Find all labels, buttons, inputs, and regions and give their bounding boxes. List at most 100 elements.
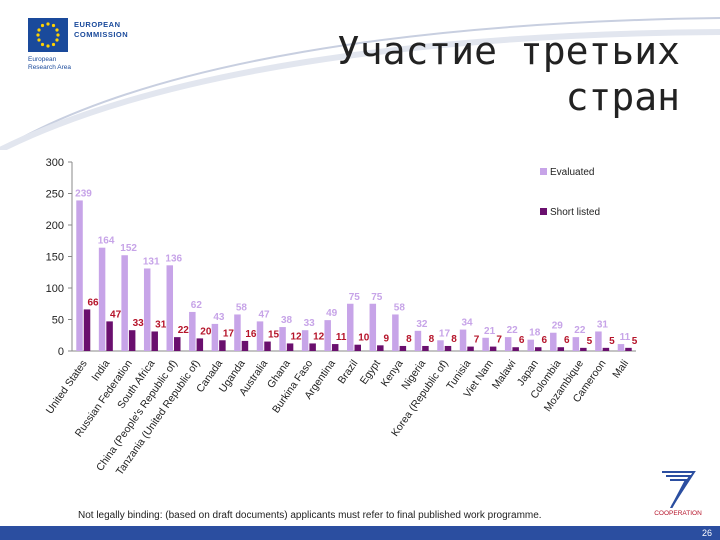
bar-shortlisted <box>625 347 632 351</box>
label-shortlisted: 22 <box>178 325 190 336</box>
label-evaluated: 131 <box>143 256 160 267</box>
label-shortlisted: 7 <box>496 335 502 346</box>
bar-shortlisted <box>286 343 294 351</box>
page-title: Участие третьих стран <box>300 28 680 120</box>
bar-evaluated <box>392 314 399 351</box>
y-tick-label: 300 <box>46 157 64 169</box>
brand-line1: EUROPEAN <box>74 20 121 29</box>
label-shortlisted: 8 <box>429 334 435 345</box>
label-shortlisted: 10 <box>358 333 370 344</box>
bar-shortlisted <box>557 347 565 351</box>
label-evaluated: 21 <box>484 326 496 337</box>
bar-shortlisted <box>467 346 474 351</box>
bar-shortlisted <box>196 338 204 351</box>
label-evaluated: 58 <box>236 302 248 313</box>
bar-shortlisted <box>264 341 271 351</box>
label-shortlisted: 17 <box>223 328 235 339</box>
page-number: 26 <box>701 528 712 538</box>
bar-evaluated <box>572 337 580 351</box>
y-tick-label: 250 <box>46 189 64 201</box>
bar-evaluated <box>459 329 467 351</box>
label-evaluated: 152 <box>120 243 137 254</box>
label-evaluated: 75 <box>349 292 361 303</box>
label-evaluated: 22 <box>507 325 519 336</box>
bar-evaluated <box>301 330 309 351</box>
bar-shortlisted <box>422 345 429 351</box>
y-tick-label: 200 <box>46 220 64 232</box>
bar-evaluated <box>527 339 534 351</box>
label-evaluated: 11 <box>620 332 631 343</box>
label-evaluated: 38 <box>281 315 293 326</box>
label-evaluated: 17 <box>439 328 451 339</box>
bar-evaluated <box>324 320 331 351</box>
label-shortlisted: 15 <box>268 330 280 341</box>
label-shortlisted: 5 <box>609 336 615 347</box>
label-evaluated: 58 <box>394 302 406 313</box>
label-shortlisted: 9 <box>384 333 390 344</box>
bar-evaluated <box>414 330 422 351</box>
label-evaluated: 164 <box>98 236 115 247</box>
brand-name: EUROPEAN COMMISSION <box>74 20 128 40</box>
title-line1: Участие третьих <box>336 29 680 73</box>
y-tick-label: 0 <box>58 346 64 358</box>
bar-evaluated <box>347 303 354 351</box>
label-shortlisted: 12 <box>313 331 325 342</box>
label-shortlisted: 6 <box>541 335 547 346</box>
label-evaluated: 32 <box>416 319 428 330</box>
bar-evaluated <box>98 247 106 351</box>
label-evaluated: 136 <box>165 253 182 264</box>
bar-shortlisted <box>399 345 407 351</box>
label-shortlisted: 8 <box>406 334 412 345</box>
bar-evaluated <box>617 344 625 351</box>
label-evaluated: 18 <box>529 328 541 339</box>
label-evaluated: 31 <box>597 319 609 330</box>
bar-evaluated <box>121 255 128 351</box>
bar-evaluated <box>369 303 377 351</box>
label-shortlisted: 33 <box>133 318 145 329</box>
header-decoration <box>0 17 720 150</box>
footnote: Not legally binding: (based on draft doc… <box>78 510 542 521</box>
bar-evaluated <box>504 337 512 351</box>
label-shortlisted: 5 <box>632 336 638 347</box>
bar-evaluated <box>234 314 241 351</box>
label-shortlisted: 11 <box>336 332 347 343</box>
label-shortlisted: 7 <box>474 335 480 346</box>
fp7-logo: COOPERATION <box>650 471 706 517</box>
bar-shortlisted <box>174 337 181 351</box>
brand-sub-line2: Research Area <box>28 64 71 71</box>
bar-evaluated <box>256 321 264 351</box>
label-evaluated: 33 <box>304 318 316 329</box>
label-evaluated: 49 <box>326 308 338 319</box>
bar-shortlisted <box>354 344 361 351</box>
label-shortlisted: 12 <box>291 331 303 342</box>
y-tick-label: 50 <box>52 315 64 327</box>
legend-label-shortlisted: Short listed <box>550 207 600 218</box>
bar-evaluated <box>482 337 489 351</box>
category-label: Brazil <box>336 358 361 386</box>
bar-shortlisted <box>580 347 587 351</box>
brand-sub-line1: European <box>28 56 57 63</box>
label-evaluated: 239 <box>75 188 92 199</box>
label-shortlisted: 8 <box>451 334 457 345</box>
label-shortlisted: 47 <box>110 309 122 320</box>
label-evaluated: 62 <box>191 300 203 311</box>
label-evaluated: 75 <box>371 292 383 303</box>
bar-evaluated <box>143 268 151 351</box>
title-line2: стран <box>565 75 680 119</box>
bar-shortlisted <box>377 345 384 351</box>
bar-shortlisted <box>602 347 610 351</box>
bar-shortlisted <box>489 346 497 351</box>
bar-shortlisted <box>106 321 113 351</box>
bar-shortlisted <box>512 347 519 351</box>
category-label: United States <box>44 358 90 417</box>
bar-shortlisted <box>534 347 542 351</box>
bar-shortlisted <box>151 331 158 351</box>
label-shortlisted: 20 <box>200 326 212 337</box>
bar-evaluated <box>279 327 286 351</box>
bar-shortlisted <box>331 344 339 351</box>
y-tick-label: 150 <box>46 252 64 264</box>
european-commission-logo: EUROPEAN COMMISSION European Research Ar… <box>28 18 148 78</box>
bar-shortlisted <box>219 340 226 351</box>
category-label: Malawi <box>490 358 519 392</box>
